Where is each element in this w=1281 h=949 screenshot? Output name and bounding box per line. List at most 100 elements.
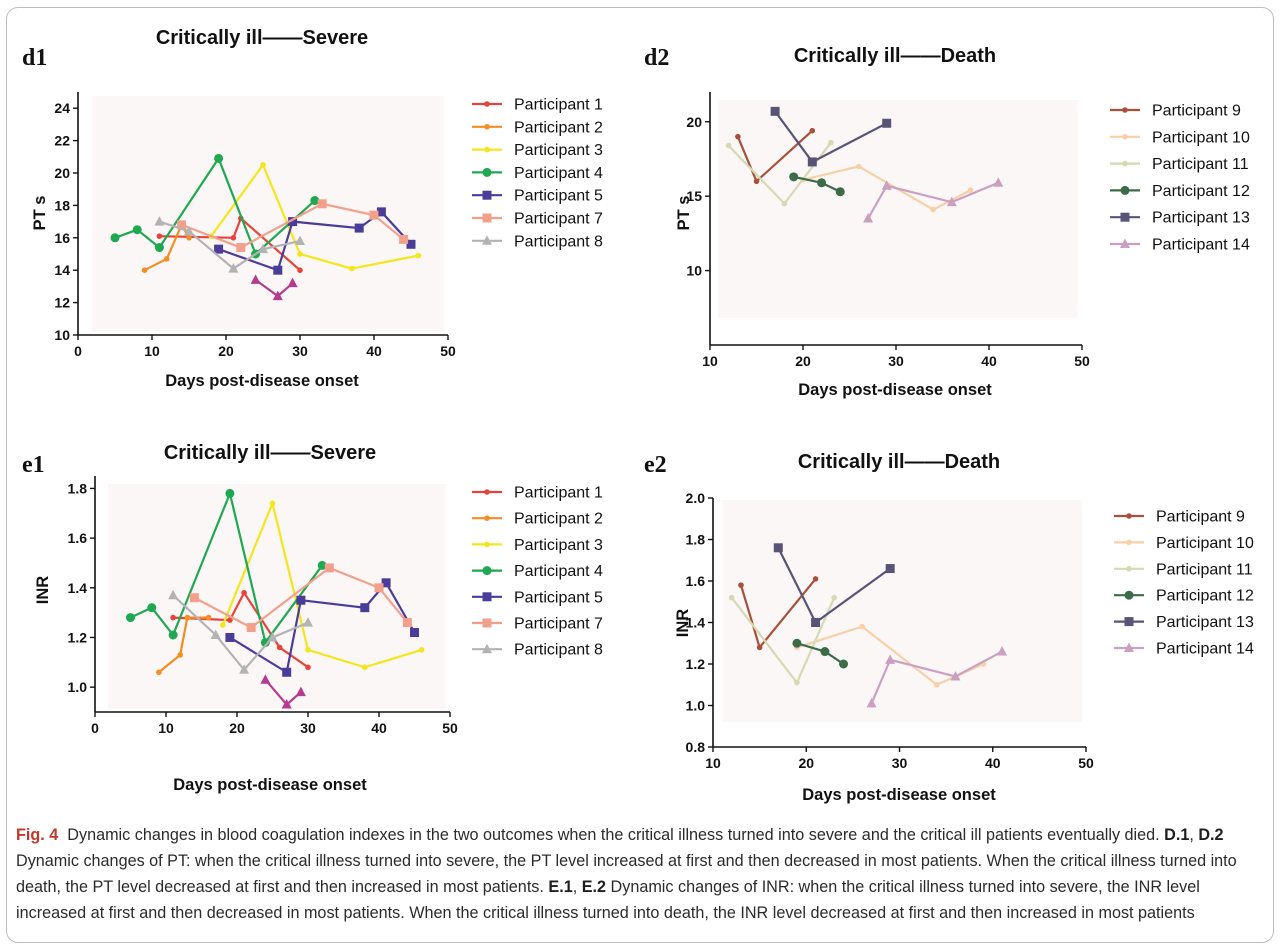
- series-line-participant-7: [177, 199, 409, 253]
- caption-intro: Dynamic changes in blood coagulation ind…: [67, 826, 1160, 844]
- data-point: [220, 622, 226, 628]
- series-path: [218, 210, 412, 272]
- legend-marker: [484, 515, 490, 521]
- data-point: [177, 652, 183, 658]
- legend-label: Participant 13: [1152, 210, 1250, 227]
- x-tick-label: 10: [158, 720, 174, 736]
- data-point: [126, 613, 135, 623]
- y-tick-label: 16: [54, 230, 70, 246]
- data-point: [241, 589, 247, 596]
- legend-item: Participant 14: [1114, 641, 1254, 658]
- data-point: [281, 699, 292, 709]
- data-point: [317, 560, 327, 570]
- legend-marker: [482, 566, 492, 576]
- legend-label: Participant 9: [1152, 103, 1241, 120]
- x-axis-label: Days post-disease onset: [798, 381, 992, 399]
- x-tick-label: 20: [218, 343, 234, 359]
- y-tick-label: 12: [54, 295, 70, 311]
- legend-item: Participant 9: [1110, 103, 1241, 120]
- panel-label: d1: [22, 45, 47, 71]
- data-point: [809, 127, 816, 134]
- legend-item: Participant 8: [472, 233, 603, 250]
- data-point: [297, 267, 303, 274]
- y-tick-label: 1.4: [686, 615, 706, 631]
- legend-label: Participant 13: [1156, 614, 1254, 631]
- data-point: [267, 631, 278, 642]
- series-line-participant-1: [170, 589, 311, 671]
- legend-label: Participant 14: [1156, 641, 1254, 658]
- legend-marker: [1126, 566, 1132, 572]
- legend-item: Participant 10: [1114, 535, 1254, 552]
- caption-e2-ref: E.2: [581, 878, 607, 896]
- legend-marker: [1124, 642, 1134, 652]
- chart-title: Critically ill——Severe: [164, 442, 376, 464]
- x-tick-label: 40: [981, 353, 997, 369]
- series-line-participant-8: [154, 216, 305, 273]
- legend-label: Participant 1: [514, 97, 603, 114]
- y-tick-label: 1.2: [68, 629, 88, 645]
- data-point: [186, 235, 192, 241]
- data-point: [735, 133, 741, 140]
- x-tick-label: 10: [702, 353, 718, 369]
- legend-marker: [482, 213, 492, 223]
- series-line-participant-12: [792, 638, 849, 669]
- y-axis-label: INR: [674, 609, 692, 638]
- data-point: [154, 243, 164, 253]
- caption-d1-ref: D.1: [1164, 826, 1190, 844]
- legend-item: Participant 3: [472, 537, 603, 554]
- y-tick-label: 1.0: [686, 698, 706, 714]
- legend-label: Participant 1: [514, 485, 603, 502]
- legend-item: Participant 5: [472, 589, 603, 606]
- series-line-participant-5: [225, 578, 419, 677]
- legend-label: Participant 5: [514, 188, 603, 205]
- data-point: [997, 646, 1008, 656]
- x-tick-label: 40: [371, 720, 387, 736]
- legend-label: Participant 12: [1156, 588, 1254, 605]
- data-point: [418, 647, 425, 653]
- chart-title: Critically ill——Severe: [156, 27, 368, 49]
- x-tick-label: 10: [705, 755, 721, 771]
- data-point: [781, 200, 788, 207]
- data-point: [993, 177, 1004, 187]
- y-tick-label: 1.6: [686, 573, 706, 589]
- x-tick-label: 40: [985, 755, 1001, 771]
- data-point: [205, 614, 212, 621]
- x-tick-label: 50: [1074, 353, 1090, 369]
- y-tick-label: 10: [54, 327, 70, 343]
- legend-item: Participant 7: [472, 211, 603, 228]
- x-tick-label: 50: [442, 720, 458, 736]
- data-point: [362, 664, 368, 671]
- x-tick-label: 20: [798, 755, 814, 771]
- data-point: [807, 157, 817, 167]
- data-point: [415, 252, 422, 259]
- legend-label: Participant 7: [514, 211, 603, 228]
- data-point: [236, 243, 246, 253]
- legend-item: Participant 12: [1110, 183, 1250, 200]
- legend-label: Participant 3: [514, 142, 603, 159]
- data-point: [184, 225, 194, 236]
- data-point: [324, 563, 334, 573]
- data-point: [812, 576, 819, 582]
- legend-item: Participant 12: [1114, 588, 1254, 605]
- caption-pt-text: Dynamic changes of PT: when the critical…: [16, 852, 1237, 896]
- series-line-participant-13: [773, 543, 895, 627]
- legend-item: Participant 14: [1110, 237, 1250, 254]
- caption-separator: ,: [1189, 826, 1199, 844]
- data-point: [258, 243, 268, 254]
- legend-marker: [1126, 513, 1132, 519]
- y-axis-label: PT s: [675, 196, 693, 231]
- data-point: [728, 594, 735, 601]
- legend-item: Participant 13: [1110, 210, 1250, 227]
- data-point: [882, 118, 892, 128]
- series-line-participant-11: [728, 594, 838, 686]
- legend-marker: [1120, 238, 1130, 248]
- legend-item: Participant 3: [472, 142, 603, 159]
- data-point: [225, 488, 235, 498]
- x-tick-label: 10: [144, 343, 160, 359]
- x-tick-label: 30: [292, 343, 308, 359]
- legend-marker: [482, 167, 492, 177]
- series-path: [144, 222, 190, 272]
- data-point: [295, 235, 305, 246]
